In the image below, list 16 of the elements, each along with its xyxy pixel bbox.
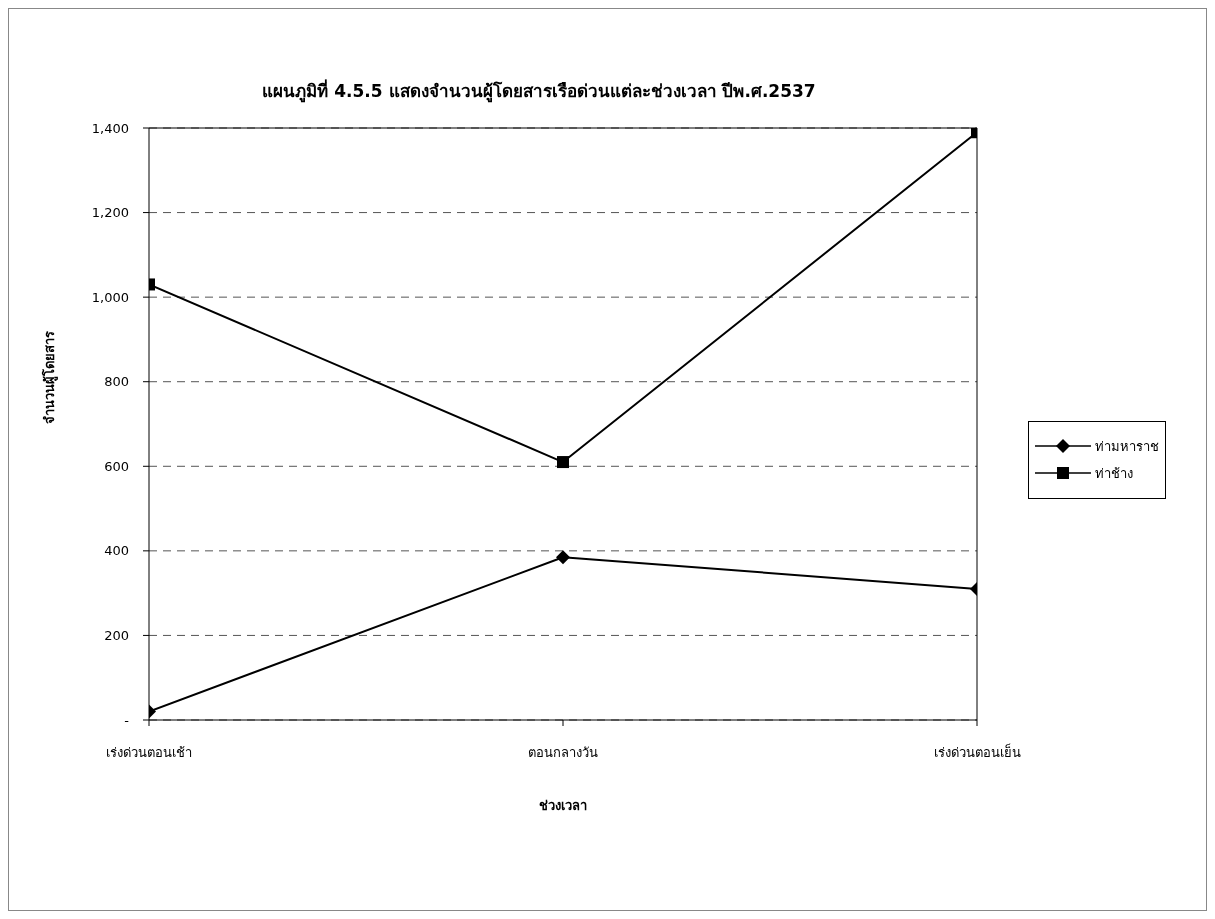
y-tick-label: 200 bbox=[104, 628, 129, 644]
x-tick-label: เร่งด่วนตอนเย็น bbox=[933, 743, 1021, 761]
y-tick-label: - bbox=[124, 712, 130, 728]
y-tick-label: 1,000 bbox=[91, 289, 129, 305]
x-tick-label: ตอนกลางวัน bbox=[528, 745, 598, 761]
y-axis-title: จำนวนผู้โดยสาร bbox=[40, 331, 58, 424]
y-tick-label: 800 bbox=[104, 374, 129, 390]
x-axis-title: ช่วงเวลา bbox=[539, 798, 587, 813]
legend-label: ท่าช้าง bbox=[1095, 464, 1133, 483]
y-tick-label: 1,400 bbox=[91, 120, 129, 136]
y-tick-label: 400 bbox=[104, 543, 129, 559]
chart-title: แผนภูมิที่ 4.5.5 แสดงจำนวนผู้โดยสารเรือด่วนแต่ละช่วงเวลา ปีพ.ศ.2537 bbox=[261, 78, 817, 104]
y-tick-label: 1,200 bbox=[91, 205, 129, 221]
x-tick-label: เร่งด่วนตอนเช้า bbox=[106, 745, 192, 761]
y-tick-label: 600 bbox=[104, 458, 129, 474]
legend-label: ท่ามหาราช bbox=[1095, 437, 1159, 456]
